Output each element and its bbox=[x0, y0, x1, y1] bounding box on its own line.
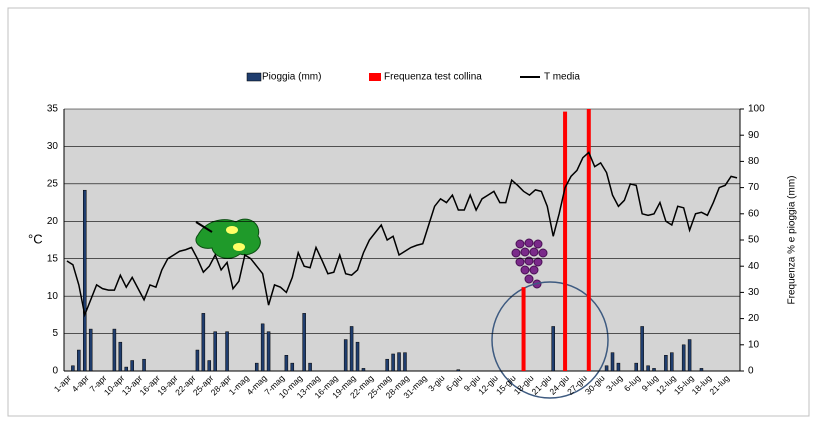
y2-tick-label: 10 bbox=[748, 339, 760, 350]
bar bbox=[77, 349, 81, 372]
y2-tick-label: 80 bbox=[748, 156, 760, 167]
y-tick-label: 20 bbox=[47, 216, 59, 227]
bar bbox=[652, 368, 656, 372]
y-tick-label: 25 bbox=[47, 178, 59, 189]
y2-tick-label: 100 bbox=[748, 104, 765, 115]
bar bbox=[681, 344, 686, 372]
bar bbox=[521, 287, 526, 371]
y2-tick-label: 0 bbox=[748, 366, 754, 377]
y2-tick-label: 30 bbox=[748, 287, 760, 298]
bar bbox=[254, 362, 259, 372]
legend-label: T media bbox=[544, 72, 580, 83]
bar bbox=[71, 365, 75, 372]
legend-label: Frequenza test collina bbox=[384, 72, 482, 83]
bar bbox=[201, 313, 206, 372]
y2-tick-label: 40 bbox=[748, 261, 760, 272]
bar bbox=[225, 331, 229, 372]
bar bbox=[349, 326, 354, 372]
bar bbox=[207, 360, 212, 372]
y-tick-label: 35 bbox=[47, 104, 59, 115]
bar bbox=[266, 331, 271, 372]
legend-swatch bbox=[246, 72, 262, 82]
bar bbox=[361, 368, 366, 372]
y2-tick-label: 70 bbox=[748, 182, 760, 193]
line bbox=[66, 151, 738, 318]
bar bbox=[670, 352, 674, 372]
y2-axis-title: Frequenza % e pioggia (mm) bbox=[787, 176, 798, 305]
bar bbox=[616, 362, 621, 372]
plot-area bbox=[64, 109, 740, 371]
bar bbox=[302, 313, 306, 372]
bar bbox=[610, 352, 615, 372]
leaf-icon bbox=[195, 218, 261, 259]
bar bbox=[456, 369, 461, 372]
bar bbox=[355, 341, 360, 372]
y-axis-title: °C bbox=[28, 231, 43, 246]
bar bbox=[284, 355, 289, 372]
y2-tick-label: 60 bbox=[748, 208, 760, 219]
bar bbox=[118, 341, 123, 372]
y-tick-label: 10 bbox=[47, 291, 59, 302]
bar bbox=[343, 339, 348, 372]
bar bbox=[586, 109, 591, 371]
bar bbox=[551, 326, 555, 372]
bar bbox=[124, 366, 129, 372]
bar bbox=[397, 352, 401, 372]
grape-icon bbox=[511, 238, 548, 289]
bar bbox=[83, 189, 87, 372]
legend-label: Pioggia (mm) bbox=[262, 72, 321, 83]
y-tick-label: 15 bbox=[47, 253, 59, 264]
bar bbox=[213, 331, 217, 372]
bar bbox=[308, 362, 312, 372]
legend-swatch bbox=[369, 73, 381, 81]
bar bbox=[142, 358, 146, 372]
bar bbox=[664, 355, 668, 372]
bar bbox=[699, 368, 704, 372]
y2-tick-label: 50 bbox=[748, 235, 760, 246]
bar bbox=[646, 365, 650, 372]
bar bbox=[640, 326, 644, 372]
bar bbox=[385, 358, 389, 372]
bar bbox=[112, 328, 117, 372]
bar bbox=[604, 365, 609, 372]
bar bbox=[290, 362, 295, 372]
highlight-circle bbox=[491, 281, 609, 399]
bar bbox=[260, 323, 265, 372]
bar bbox=[403, 352, 407, 372]
y-tick-label: 5 bbox=[52, 328, 58, 339]
bar bbox=[687, 339, 692, 372]
bar bbox=[563, 111, 568, 372]
y-tick-label: 0 bbox=[52, 366, 58, 377]
bar bbox=[130, 360, 134, 372]
bar bbox=[391, 353, 395, 372]
bar bbox=[88, 328, 93, 372]
bar bbox=[195, 349, 200, 372]
bar bbox=[634, 362, 638, 372]
y2-tick-label: 90 bbox=[748, 130, 760, 141]
y2-tick-label: 20 bbox=[748, 313, 760, 324]
y-tick-label: 30 bbox=[47, 141, 59, 152]
